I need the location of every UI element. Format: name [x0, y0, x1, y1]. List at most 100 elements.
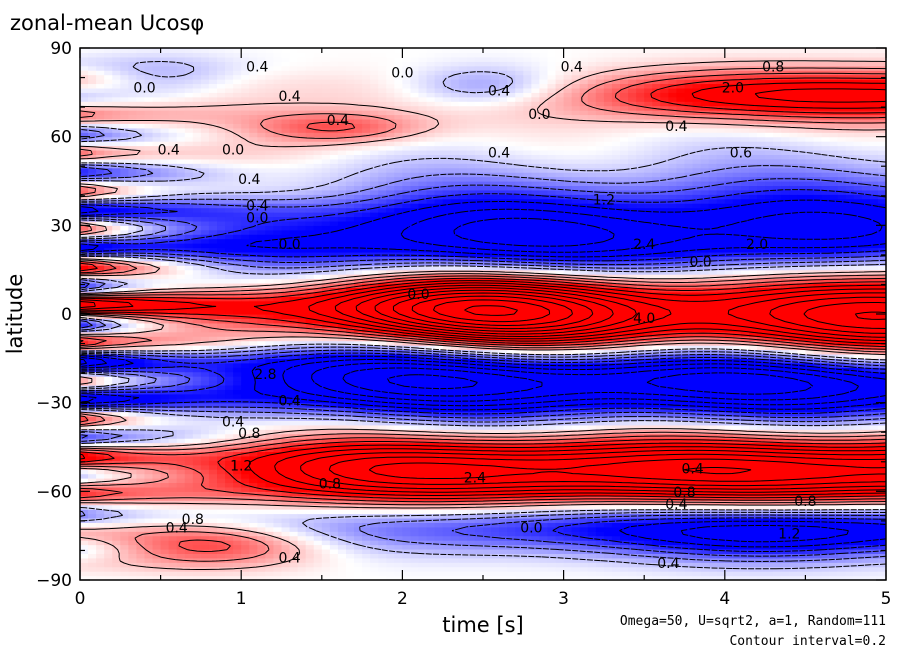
heatmap-cell — [144, 540, 154, 546]
heatmap-cell — [112, 429, 121, 435]
heatmap-cell — [281, 256, 291, 262]
heatmap-cell — [297, 309, 307, 315]
heatmap-cell — [321, 473, 331, 479]
heatmap-cell — [96, 367, 105, 373]
heatmap-cell — [184, 433, 194, 439]
heatmap-cell — [337, 460, 347, 466]
heatmap-cell — [176, 212, 186, 218]
heatmap-cell — [80, 562, 89, 568]
heatmap-cell — [120, 181, 129, 187]
heatmap-cell — [96, 513, 105, 519]
heatmap-cell — [273, 48, 283, 54]
heatmap-cell — [136, 393, 146, 399]
heatmap-cell — [329, 553, 339, 559]
heatmap-cell — [362, 500, 371, 506]
heatmap-cell — [120, 424, 129, 430]
heatmap-cell — [354, 176, 363, 182]
heatmap-cell — [305, 384, 315, 390]
heatmap-cell — [386, 114, 395, 120]
heatmap-cell — [321, 48, 331, 54]
heatmap-cell — [112, 322, 121, 328]
heatmap-cell — [217, 65, 226, 71]
heatmap-cell — [313, 429, 323, 435]
heatmap-cell — [345, 522, 355, 528]
heatmap-cell — [104, 123, 113, 129]
heatmap-cell — [160, 336, 170, 342]
heatmap-cell — [144, 513, 154, 519]
heatmap-cell — [241, 327, 250, 333]
heatmap-cell — [200, 287, 210, 293]
heatmap-cell — [152, 464, 162, 470]
heatmap-cell — [329, 145, 339, 151]
heatmap-cell — [313, 331, 323, 337]
heatmap-cell — [305, 181, 315, 187]
heatmap-cell — [297, 256, 307, 262]
heatmap-cell — [96, 557, 105, 563]
heatmap-cell — [329, 305, 339, 311]
heatmap-cell — [378, 220, 387, 226]
heatmap-cell — [144, 562, 154, 568]
heatmap-cell — [88, 176, 97, 182]
heatmap-cell — [112, 256, 121, 262]
heatmap-cell — [281, 504, 291, 510]
heatmap-cell — [128, 415, 138, 421]
heatmap-cell — [273, 163, 283, 169]
heatmap-cell — [321, 513, 331, 519]
heatmap-cell — [410, 509, 420, 515]
heatmap-cell — [249, 229, 258, 235]
heatmap-cell — [168, 158, 178, 164]
heatmap-cell — [88, 74, 97, 80]
heatmap-cell — [321, 52, 331, 58]
heatmap-cell — [208, 478, 218, 484]
heatmap-cell — [176, 531, 186, 537]
heatmap-cell — [345, 65, 355, 71]
heatmap-cell — [410, 314, 420, 320]
heatmap-cell — [345, 358, 355, 364]
heatmap-cell — [233, 495, 242, 501]
heatmap-cell — [329, 96, 339, 102]
heatmap-cell — [249, 247, 258, 253]
heatmap-cell — [120, 220, 129, 226]
heatmap-cell — [176, 269, 186, 275]
heatmap-cell — [249, 376, 258, 382]
heatmap-cell — [345, 243, 355, 249]
heatmap-cell — [144, 327, 154, 333]
heatmap-cell — [112, 207, 121, 213]
heatmap-cell — [136, 504, 146, 510]
heatmap-cell — [362, 314, 371, 320]
heatmap-cell — [378, 473, 387, 479]
heatmap-cell — [273, 358, 283, 364]
heatmap-cell — [225, 185, 234, 191]
heatmap-cell — [217, 269, 226, 275]
heatmap-cell — [176, 517, 186, 523]
heatmap-cell — [152, 318, 162, 324]
heatmap-cell — [225, 562, 234, 568]
heatmap-cell — [112, 274, 121, 280]
heatmap-cell — [160, 181, 170, 187]
heatmap-cell — [281, 198, 291, 204]
heatmap-cell — [233, 149, 242, 155]
heatmap-cell — [345, 92, 355, 98]
heatmap-cell — [257, 296, 266, 302]
heatmap-cell — [233, 48, 242, 54]
heatmap-cell — [257, 149, 266, 155]
heatmap-cell — [80, 56, 89, 62]
heatmap-cell — [265, 260, 275, 266]
heatmap-cell — [410, 526, 420, 532]
heatmap-cell — [160, 300, 170, 306]
heatmap-cell — [176, 473, 186, 479]
heatmap-cell — [88, 447, 97, 453]
heatmap-cell — [281, 482, 291, 488]
heatmap-cell — [313, 469, 323, 475]
heatmap-cell — [208, 562, 218, 568]
heatmap-cell — [217, 145, 226, 151]
heatmap-cell — [329, 141, 339, 147]
heatmap-cell — [184, 380, 194, 386]
heatmap-cell — [313, 105, 323, 111]
heatmap-cell — [88, 345, 97, 351]
heatmap-cell — [120, 544, 129, 550]
heatmap-cell — [136, 398, 146, 404]
heatmap-cell — [337, 544, 347, 550]
heatmap-cell — [176, 407, 186, 413]
heatmap-cell — [354, 557, 363, 563]
